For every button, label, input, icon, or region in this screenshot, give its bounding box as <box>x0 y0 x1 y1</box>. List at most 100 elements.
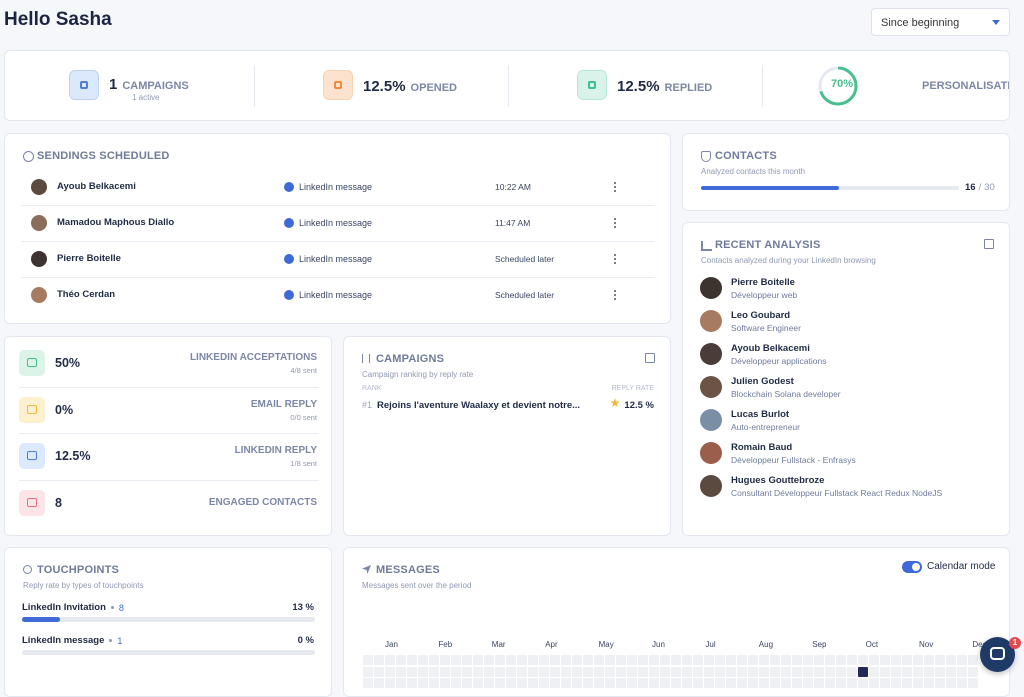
month-label: Apr <box>545 640 558 649</box>
avatar <box>700 376 722 398</box>
contact-name[interactable]: Ayoub Belkacemi <box>57 181 136 192</box>
calendar-cell <box>814 666 824 677</box>
calendar-cell <box>627 655 637 665</box>
contact-name[interactable]: Mamadou Maphous Diallo <box>57 217 175 228</box>
calendar-cell <box>561 678 571 688</box>
more-menu[interactable] <box>613 252 617 266</box>
calendar-cell <box>693 678 703 688</box>
avatar <box>31 287 47 303</box>
month-label: Mar <box>491 640 506 649</box>
messages-card: MESSAGES Messages sent over the period Cal… <box>343 547 1010 697</box>
period-dropdown[interactable]: Since beginning <box>871 8 1010 36</box>
used: 16 <box>965 182 976 193</box>
calendar-cell <box>891 666 901 677</box>
calendar-cell <box>429 655 439 665</box>
calendar-cell <box>638 678 648 688</box>
external-link[interactable] <box>645 353 655 363</box>
avatar <box>31 251 47 267</box>
calendar-cell <box>858 655 868 665</box>
stat-icon <box>69 70 99 100</box>
person-name[interactable]: Pierre Boitelle <box>731 277 795 288</box>
contact-name[interactable]: Théo Cerdan <box>57 289 116 300</box>
calendar-cell <box>473 655 483 665</box>
card-title: TOUCHPOINTS <box>37 564 120 576</box>
calendar-cell <box>704 666 714 677</box>
calendar-cell <box>605 678 615 688</box>
calendar-cell <box>726 655 736 665</box>
stat-row: 1 CAMPAIGNS <box>109 76 189 93</box>
card-title: CONTACTS <box>715 150 777 162</box>
person-role: Développeur applications <box>731 356 827 366</box>
calendar-cell <box>572 666 582 677</box>
calendar-cell <box>374 655 384 665</box>
calendar-cell <box>913 666 923 677</box>
chat-glyph <box>990 647 1005 660</box>
person-name[interactable]: Hugues Gouttebroze <box>731 475 825 486</box>
more-menu[interactable] <box>613 216 617 230</box>
calendar-cell <box>891 655 901 665</box>
stat-label: PERSONALISATION <box>922 80 1010 92</box>
calendar-cell <box>484 678 494 688</box>
recent-analysis-card: RECENT ANALYSIS Contacts analyzed during … <box>682 222 1010 536</box>
calendar-cell <box>924 655 934 665</box>
more-menu[interactable] <box>613 180 617 194</box>
person-name[interactable]: Romain Baud <box>731 442 793 453</box>
metric-label: EMAIL REPLY <box>250 398 317 410</box>
calendar-cell <box>594 678 604 688</box>
month-label: Jun <box>652 640 665 649</box>
person-name[interactable]: Ayoub Belkacemi <box>731 343 810 354</box>
calendar-cell <box>715 666 725 677</box>
clock-icon <box>23 151 34 162</box>
channel-icon <box>284 254 294 264</box>
calendar-cell <box>550 655 560 665</box>
metric-value: 8 <box>55 495 62 510</box>
metric-icon-glyph <box>27 358 37 367</box>
calendar-cell <box>836 678 846 688</box>
chart-icon <box>701 241 712 251</box>
touchpoint-rate: 0 % <box>297 635 314 646</box>
touchpoint-count: 8 <box>118 602 124 613</box>
calendar-cell <box>957 678 967 688</box>
calendar-cell <box>737 655 747 665</box>
calendar-cell <box>561 666 571 677</box>
calendar-cell <box>704 678 714 688</box>
touchpoint-rate: 13 % <box>292 602 314 613</box>
metric-icon <box>19 396 45 423</box>
calendar-cell <box>506 678 516 688</box>
calendar-cell <box>726 666 736 677</box>
progress-track <box>22 650 315 655</box>
person-name[interactable]: Lucas Burlot <box>731 409 790 420</box>
divider <box>508 65 509 107</box>
calendar-cell <box>561 655 571 665</box>
calendar-cell <box>484 655 494 665</box>
person-name[interactable]: Julien Godest <box>731 376 794 387</box>
person-name[interactable]: Leo Goubard <box>731 310 791 321</box>
calendar-cell <box>583 666 593 677</box>
more-menu[interactable] <box>613 288 617 302</box>
campaign-name[interactable]: Rejoins l'aventure Waalaxy et devient no… <box>377 400 581 411</box>
dot <box>110 606 114 609</box>
calendar-cell <box>550 678 560 688</box>
stat-value: 12.5% <box>617 78 660 95</box>
contact-name[interactable]: Pierre Boitelle <box>57 253 121 264</box>
calendar-cell <box>539 666 549 677</box>
calendar-cell <box>957 666 967 677</box>
metric-value: 0% <box>55 402 74 417</box>
time: Scheduled later <box>495 290 555 300</box>
calendar-cell <box>649 678 659 688</box>
month-label: May <box>598 640 614 649</box>
calendar-cell <box>396 666 406 677</box>
touchpoint-name: LinkedIn Invitation <box>22 602 106 613</box>
external-link[interactable] <box>984 239 994 249</box>
channel: LinkedIn message <box>299 290 373 300</box>
calendar-toggle[interactable] <box>902 561 922 573</box>
stat-label: CAMPAIGNS <box>122 80 189 92</box>
calendar-cell <box>946 655 956 665</box>
calendar-cell <box>847 678 857 688</box>
calendar-cell <box>385 678 395 688</box>
stat-icon <box>323 70 353 100</box>
calendar-cell <box>517 678 527 688</box>
metric-icon <box>19 443 45 469</box>
column-header: REPLY RATE <box>611 385 654 392</box>
avatar <box>700 475 722 497</box>
